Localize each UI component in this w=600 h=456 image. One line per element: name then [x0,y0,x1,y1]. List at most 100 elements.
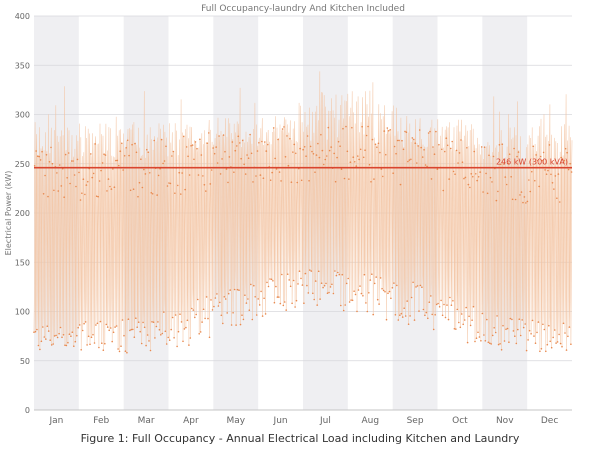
load-point [559,201,561,203]
load-point [194,141,197,143]
load-point [445,137,448,139]
load-point [518,318,521,321]
load-point [317,270,320,273]
load-point [519,334,522,337]
load-point [250,152,253,155]
load-point [121,319,124,321]
load-point [143,326,146,329]
load-point [472,305,475,308]
load-point [101,162,104,164]
load-point [114,326,116,328]
load-point [430,295,432,297]
load-point [212,147,214,149]
load-point [556,341,559,343]
load-point [258,142,260,144]
load-point [123,334,125,337]
load-point [64,344,66,347]
load-point [124,350,127,353]
load-point [440,299,442,302]
load-point [497,190,499,193]
load-point [244,294,246,297]
load-point [417,145,420,147]
y-tick-label: 0 [25,406,30,415]
load-point [196,147,198,150]
load-point [150,192,153,194]
load-point [275,285,277,288]
load-point [468,315,470,318]
load-point [444,150,446,153]
load-point [84,321,87,323]
load-point [141,186,144,189]
load-point [556,197,558,199]
load-point [153,139,155,142]
load-point [545,350,547,353]
load-point [415,286,417,288]
load-point [149,172,151,174]
load-point [112,331,115,334]
load-point [345,125,347,128]
load-point [235,324,237,326]
load-point [216,162,219,164]
load-point [182,340,184,343]
load-point [325,282,327,285]
load-point [90,153,92,155]
load-point [306,135,309,137]
load-point [507,162,510,165]
load-point [272,280,274,282]
load-point [372,313,375,316]
load-point [92,333,94,336]
load-point [300,179,303,182]
load-point [243,163,245,166]
load-point [503,340,506,342]
load-point [535,154,537,156]
load-point [87,335,90,338]
load-point [224,150,226,153]
load-point [514,198,517,201]
load-point [258,304,261,306]
load-point [522,201,524,204]
load-point [232,312,234,314]
load-point [278,296,280,298]
load-point [555,342,557,344]
load-point [337,271,339,274]
load-point [495,199,498,202]
load-point [305,155,307,157]
load-point [111,340,113,343]
load-point [300,277,302,280]
load-point [514,335,516,338]
load-point [324,158,327,161]
load-point [392,172,395,174]
load-point [287,164,290,167]
load-point [465,306,468,309]
load-point [56,172,58,174]
load-point [394,314,397,316]
load-point [252,181,254,183]
load-point [380,168,383,170]
load-point [368,163,371,166]
load-point [323,284,326,287]
load-point [172,150,175,153]
load-point [320,133,322,136]
load-point [542,323,544,326]
load-point [130,328,133,331]
load-point [157,174,160,177]
load-point [336,156,338,159]
load-point [236,288,239,291]
load-point [77,326,79,329]
load-point [399,314,401,317]
load-point [389,129,392,131]
load-point [51,162,54,165]
load-point [120,345,122,348]
load-point [455,328,457,330]
load-point [362,156,365,159]
y-tick-label: 50 [20,357,30,366]
load-point [183,328,186,330]
load-point [331,283,333,286]
load-point [509,317,512,320]
load-point [157,321,159,323]
load-point [267,285,270,288]
load-point [63,196,65,198]
load-point [548,324,550,327]
load-point [230,324,233,326]
load-point [203,184,206,186]
